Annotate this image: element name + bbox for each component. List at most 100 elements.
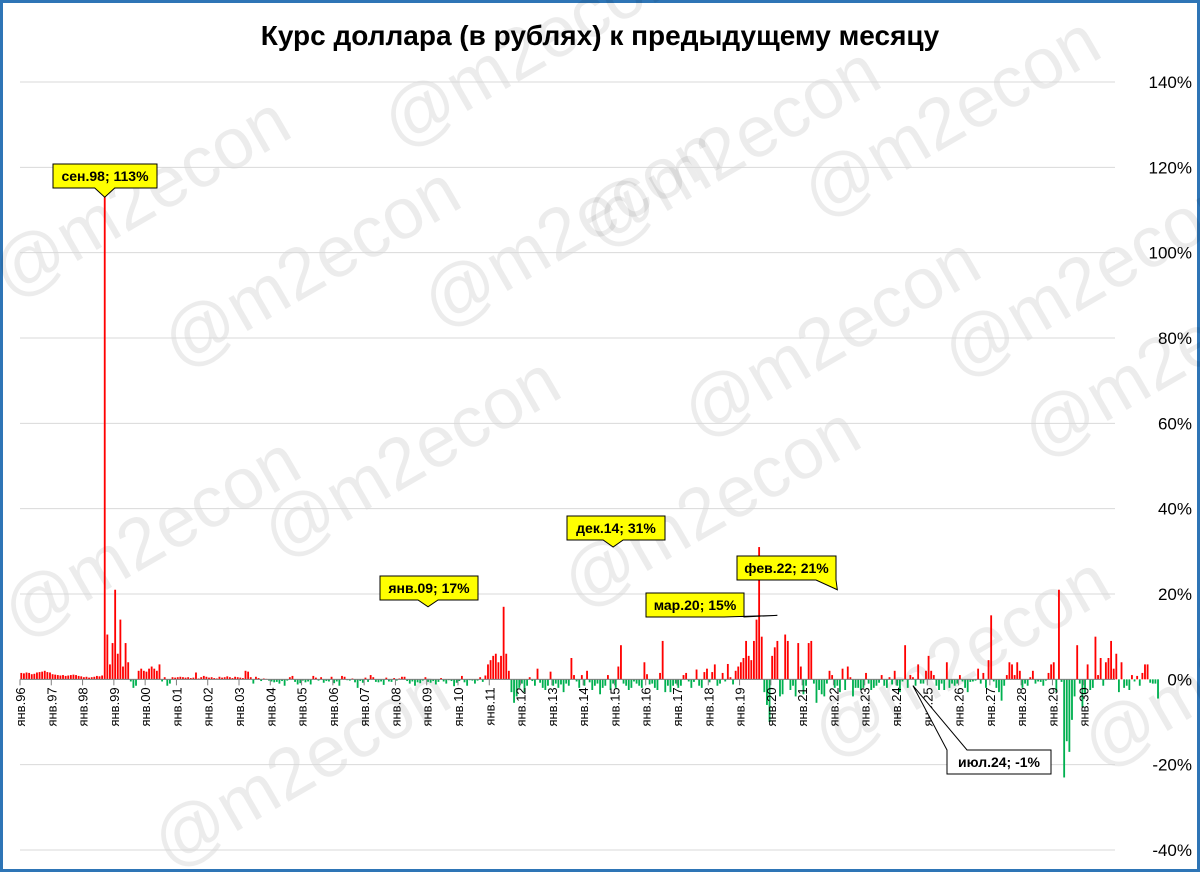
bar bbox=[1151, 679, 1154, 684]
x-tick-label: янв.29 bbox=[1045, 687, 1060, 726]
bar bbox=[653, 679, 656, 688]
annotation-label: дек.14; 31% bbox=[576, 520, 656, 536]
bar bbox=[432, 679, 435, 682]
bar bbox=[893, 670, 896, 680]
bar bbox=[544, 679, 547, 690]
x-tick-label: янв.98 bbox=[76, 687, 91, 726]
bar bbox=[88, 677, 91, 680]
bar bbox=[951, 679, 953, 684]
annotation-callout bbox=[912, 685, 1052, 775]
bar bbox=[150, 666, 153, 680]
bar bbox=[651, 679, 654, 684]
bar bbox=[213, 678, 216, 680]
bar bbox=[328, 679, 330, 682]
bar bbox=[119, 619, 122, 680]
bar bbox=[466, 679, 469, 686]
bar bbox=[784, 634, 787, 680]
bar bbox=[1055, 679, 1058, 693]
x-tick-label: янв.04 bbox=[263, 687, 278, 726]
bar bbox=[690, 679, 693, 688]
bar bbox=[377, 679, 380, 683]
y-tick-label: 0% bbox=[1167, 670, 1192, 689]
bar bbox=[878, 679, 880, 683]
bar bbox=[320, 677, 323, 680]
bar bbox=[25, 672, 28, 680]
bar bbox=[307, 679, 310, 682]
bar bbox=[437, 679, 440, 682]
bar bbox=[721, 672, 724, 680]
bar bbox=[54, 674, 57, 680]
bar bbox=[578, 679, 581, 688]
bar bbox=[434, 679, 437, 685]
x-tick-label: янв.06 bbox=[326, 687, 341, 726]
bar bbox=[698, 679, 701, 686]
bar bbox=[659, 672, 661, 680]
bar bbox=[210, 677, 213, 680]
bar bbox=[643, 662, 646, 680]
bar bbox=[677, 679, 680, 688]
bar bbox=[471, 679, 474, 681]
bar bbox=[93, 676, 96, 680]
annotation-label: фев.22; 21% bbox=[744, 560, 829, 576]
bar bbox=[419, 679, 422, 684]
bar bbox=[935, 679, 938, 686]
bar bbox=[174, 677, 177, 680]
bar bbox=[140, 668, 143, 680]
bar bbox=[1008, 662, 1011, 680]
bar bbox=[460, 675, 463, 680]
bar bbox=[111, 643, 114, 680]
bar bbox=[85, 676, 88, 680]
bar bbox=[797, 643, 800, 680]
bar bbox=[429, 679, 432, 683]
bar bbox=[1104, 662, 1107, 680]
bar bbox=[732, 679, 734, 685]
x-tick-label: янв.13 bbox=[545, 687, 560, 726]
bar bbox=[257, 678, 260, 680]
bar bbox=[374, 679, 377, 682]
bar bbox=[648, 679, 651, 685]
bar bbox=[476, 679, 479, 681]
bar bbox=[833, 679, 836, 688]
bar bbox=[880, 675, 883, 680]
bar bbox=[155, 670, 158, 680]
bar bbox=[914, 679, 917, 686]
bar bbox=[719, 679, 721, 684]
bar bbox=[301, 679, 304, 681]
bar bbox=[275, 679, 278, 682]
bar bbox=[189, 678, 192, 680]
bar bbox=[807, 643, 810, 680]
bar bbox=[325, 679, 328, 682]
bar bbox=[1102, 679, 1105, 686]
bar bbox=[450, 679, 453, 682]
bar bbox=[771, 655, 774, 680]
bar bbox=[135, 679, 137, 686]
bar bbox=[296, 679, 299, 685]
bar bbox=[1018, 670, 1021, 680]
bar bbox=[127, 662, 130, 680]
bar bbox=[1133, 679, 1136, 682]
x-tick-label: янв.01 bbox=[169, 687, 184, 726]
bar bbox=[385, 677, 388, 680]
bar bbox=[497, 662, 500, 680]
bar bbox=[335, 679, 338, 682]
bar bbox=[768, 679, 771, 722]
bar bbox=[586, 670, 588, 680]
bar bbox=[805, 679, 807, 686]
x-tick-label: янв.97 bbox=[44, 687, 59, 726]
bar bbox=[633, 679, 635, 682]
x-tick-label: янв.22 bbox=[826, 687, 841, 726]
bar bbox=[789, 679, 792, 690]
bar bbox=[1016, 662, 1019, 680]
bar bbox=[294, 679, 296, 682]
bar bbox=[1060, 679, 1063, 682]
bar bbox=[114, 589, 117, 680]
bar bbox=[1044, 679, 1047, 681]
bar bbox=[961, 679, 964, 682]
bar bbox=[1154, 679, 1157, 684]
bar bbox=[82, 677, 85, 680]
bar bbox=[1099, 658, 1102, 680]
bar bbox=[593, 679, 596, 686]
bar bbox=[1084, 679, 1086, 695]
bar bbox=[859, 679, 862, 690]
bar bbox=[343, 676, 346, 680]
